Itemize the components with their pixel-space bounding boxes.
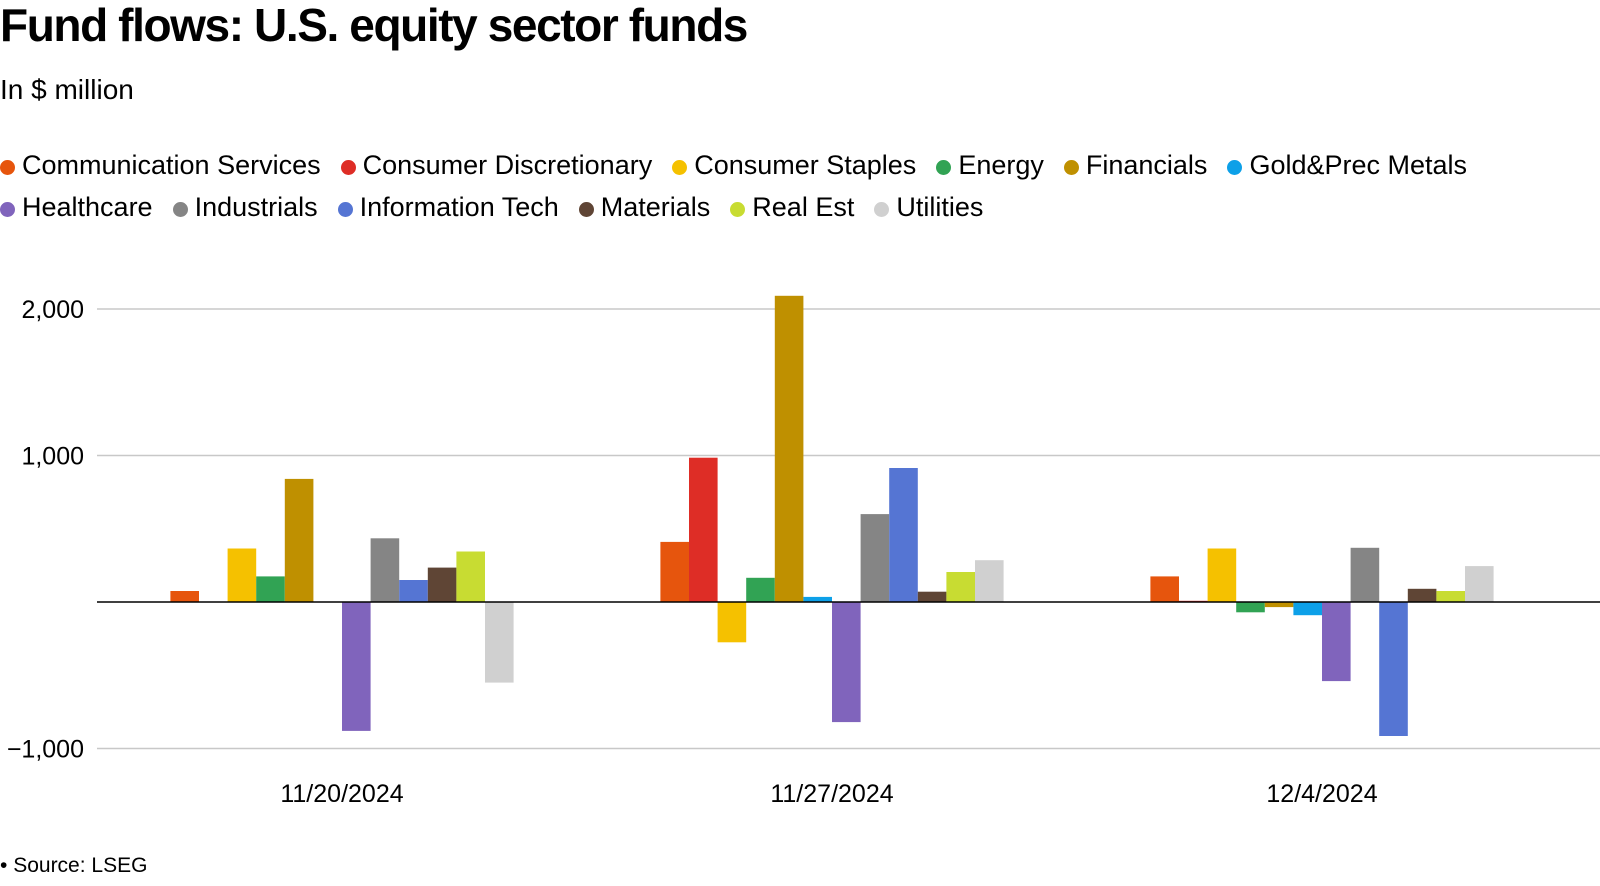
bar	[860, 514, 890, 602]
bar	[1207, 548, 1237, 602]
legend-label: Consumer Staples	[694, 150, 917, 180]
bar	[746, 577, 775, 602]
bar	[1293, 602, 1322, 616]
bar	[227, 548, 257, 602]
bar	[889, 468, 918, 602]
bar	[1350, 547, 1380, 602]
x-tick-label: 11/27/2024	[770, 780, 893, 808]
legend-item: Consumer Staples	[672, 150, 916, 180]
bar	[456, 551, 485, 602]
chart-legend: Communication Services Consumer Discretio…	[0, 150, 1560, 222]
source-text: Source: LSEG	[13, 854, 148, 877]
bar	[256, 576, 285, 602]
legend-swatch	[578, 201, 594, 217]
bar	[660, 541, 689, 602]
bar	[1407, 588, 1437, 602]
bar	[832, 602, 861, 723]
bar	[1322, 602, 1351, 682]
legend-label: Information Tech	[359, 192, 559, 222]
legend-item: Communication Services	[0, 150, 321, 180]
bar	[1236, 602, 1265, 613]
legend-item: Industrials	[172, 192, 318, 222]
legend-label: Gold&Prec Metals	[1249, 150, 1468, 180]
legend-swatch	[340, 159, 356, 175]
source-note: • Source: LSEG	[0, 854, 147, 878]
legend-item: Consumer Discretionary	[340, 150, 653, 180]
bar	[284, 478, 314, 602]
legend-label: Communication Services	[22, 150, 321, 180]
source-bullet: •	[0, 854, 8, 877]
legend-swatch	[936, 159, 952, 175]
x-tick-label: 11/20/2024	[280, 780, 403, 808]
bar	[917, 591, 947, 602]
bar	[803, 596, 832, 602]
bar	[170, 591, 199, 602]
bar	[1465, 566, 1494, 602]
bar	[774, 295, 804, 602]
bar	[1379, 602, 1408, 736]
x-tick-label: 12/4/2024	[1266, 780, 1377, 808]
legend-swatch	[1227, 159, 1243, 175]
bar	[427, 567, 457, 602]
bar	[342, 602, 371, 731]
legend-label: Industrials	[194, 192, 318, 222]
legend-swatch	[672, 159, 688, 175]
bar	[1264, 602, 1294, 608]
legend-swatch	[874, 201, 890, 217]
legend-label: Consumer Discretionary	[362, 150, 653, 180]
bar	[485, 602, 514, 683]
legend-label: Real Est	[752, 192, 855, 222]
legend-item: Information Tech	[337, 192, 559, 222]
legend-item: Utilities	[874, 192, 983, 222]
chart-subtitle: In $ million	[0, 74, 134, 105]
legend-label: Healthcare	[22, 192, 153, 222]
legend-item: Materials	[578, 192, 711, 222]
y-tick-label: 2,000	[21, 296, 84, 324]
bar	[689, 457, 718, 602]
bar	[399, 580, 428, 602]
legend-swatch	[1063, 159, 1079, 175]
legend-swatch	[337, 201, 353, 217]
y-tick-label: −1,000	[7, 736, 84, 764]
legend-label: Financials	[1085, 150, 1208, 180]
legend-swatch	[0, 201, 15, 217]
legend-label: Utilities	[896, 192, 984, 222]
legend-item: Real Est	[730, 192, 854, 222]
bar	[370, 538, 400, 602]
legend-item: Financials	[1063, 150, 1208, 180]
legend-item: Healthcare	[0, 192, 153, 222]
legend-item: Energy	[936, 150, 1044, 180]
bar	[1436, 591, 1465, 602]
legend-item: Gold&Prec Metals	[1227, 150, 1467, 180]
bar	[717, 602, 747, 643]
chart-title: Fund flows: U.S. equity sector funds	[0, 0, 748, 51]
legend-swatch	[172, 201, 188, 217]
legend-swatch	[730, 201, 746, 217]
legend-swatch	[0, 159, 15, 175]
legend-label: Materials	[600, 192, 711, 222]
y-tick-label: 1,000	[21, 443, 84, 471]
bar	[1150, 576, 1179, 602]
bar	[946, 572, 975, 602]
bar	[975, 560, 1004, 602]
legend-label: Energy	[958, 150, 1044, 180]
